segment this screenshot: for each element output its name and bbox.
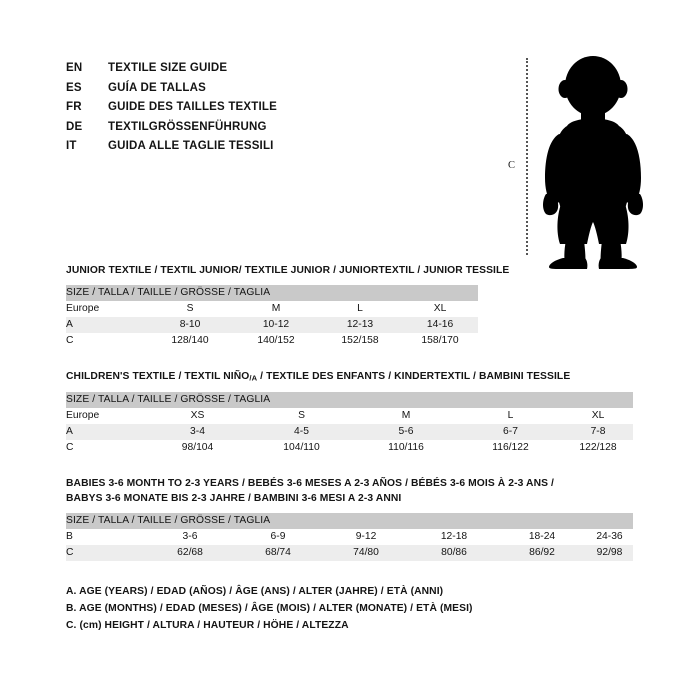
size-header-junior: SIZE / TALLA / TAILLE / GRÖSSE / TAGLIA: [66, 285, 479, 301]
section-title-babies-line2: BABYS 3-6 MONATE BIS 2-3 JAHRE / BAMBINI…: [66, 493, 402, 504]
table-header-row: SIZE / TALLA / TAILLE / GRÖSSE / TAGLIA: [66, 392, 634, 409]
language-code-en: EN: [66, 62, 83, 74]
table-junior: SIZE / TALLA / TAILLE / GRÖSSE / TAGLIA …: [66, 285, 479, 349]
cell-value: 68/74: [234, 545, 322, 561]
cell-value: 158/170: [402, 333, 479, 349]
cell-value: S: [146, 301, 234, 317]
section-junior: JUNIOR TEXTILE / TEXTIL JUNIOR/ TEXTILE …: [66, 263, 509, 349]
language-title-fr: GUIDE DES TAILLES TEXTILE: [108, 101, 277, 114]
language-row-de: DE TEXTILGRÖSSENFÜHRUNG: [66, 121, 277, 141]
cell-value: 6-7: [458, 424, 563, 441]
language-code-es: ES: [66, 81, 82, 94]
language-row-es: ES GUÍA DE TALLAS: [66, 82, 277, 102]
table-row: A 8-10 10-12 12-13 14-16: [66, 317, 479, 333]
language-code-de: DE: [66, 120, 83, 133]
toddler-silhouette-icon: [543, 56, 643, 269]
row-label: A: [66, 424, 146, 441]
table-header-row: SIZE / TALLA / TAILLE / GRÖSSE / TAGLIA: [66, 285, 479, 301]
language-title-de: TEXTILGRÖSSENFÜHRUNG: [108, 120, 267, 133]
cell-value: 14-16: [402, 317, 479, 333]
cell-value: S: [249, 408, 354, 425]
language-title-es: GUÍA DE TALLAS: [108, 81, 206, 94]
table-row: Europe XS S M L XL: [66, 408, 634, 425]
section-title-children: CHILDREN'S TEXTILE / TEXTIL NIÑO/A / TEX…: [66, 369, 633, 385]
cell-value: 12-13: [318, 317, 402, 333]
table-row: B 3-6 6-9 9-12 12-18 18-24 24-36: [66, 529, 633, 545]
language-code-it: IT: [66, 140, 77, 153]
cell-value: L: [458, 408, 563, 425]
row-label: B: [66, 529, 146, 545]
row-label: C: [66, 333, 146, 349]
cell-value: 5-6: [354, 424, 458, 441]
section-title-children-pre: CHILDREN'S TEXTILE / TEXTIL NIÑO: [66, 371, 250, 382]
cell-value: 74/80: [322, 545, 410, 561]
measure-label-c: C: [508, 160, 516, 171]
cell-value: 7-8: [563, 424, 634, 441]
table-row: C 128/140 140/152 152/158 158/170: [66, 333, 479, 349]
section-title-children-sub: /A: [249, 373, 258, 383]
cell-value: 10-12: [234, 317, 318, 333]
cell-value: 8-10: [146, 317, 234, 333]
cell-value: XS: [146, 408, 249, 425]
row-label: A: [66, 317, 146, 333]
cell-value: XL: [402, 301, 479, 317]
table-header-row: SIZE / TALLA / TAILLE / GRÖSSE / TAGLIA: [66, 513, 633, 529]
language-row-it: IT GUIDA ALLE TAGLIE TESSILI: [66, 140, 277, 160]
row-label: C: [66, 545, 146, 561]
language-title-en: TEXTILE SIZE GUIDE: [108, 62, 228, 74]
cell-value: 6-9: [234, 529, 322, 545]
language-title-list: EN TEXTILE SIZE GUIDE ES GUÍA DE TALLAS …: [66, 62, 277, 160]
language-row-fr: FR GUIDE DES TAILLES TEXTILE: [66, 101, 277, 121]
cell-value: 12-18: [410, 529, 498, 545]
language-title-it: GUIDA ALLE TAGLIE TESSILI: [108, 140, 274, 153]
row-label: Europe: [66, 408, 146, 425]
cell-value: L: [318, 301, 402, 317]
table-row: A 3-4 4-5 5-6 6-7 7-8: [66, 424, 634, 441]
cell-value: 104/110: [249, 440, 354, 457]
size-header-babies: SIZE / TALLA / TAILLE / GRÖSSE / TAGLIA: [66, 513, 633, 529]
cell-value: 98/104: [146, 440, 249, 457]
cell-value: 128/140: [146, 333, 234, 349]
table-babies: SIZE / TALLA / TAILLE / GRÖSSE / TAGLIA …: [66, 513, 633, 561]
cell-value: 140/152: [234, 333, 318, 349]
cell-value: 86/92: [498, 545, 586, 561]
dotted-height-line-icon: [526, 58, 528, 255]
cell-value: 62/68: [146, 545, 234, 561]
legend-row-a: A. AGE (YEARS) / EDAD (AÑOS) / ÂGE (ANS)…: [66, 586, 444, 597]
cell-value: 24-36: [586, 529, 633, 545]
cell-value: 80/86: [410, 545, 498, 561]
table-row: C 98/104 104/110 110/116 116/122 122/128: [66, 440, 634, 457]
cell-value: 4-5: [249, 424, 354, 441]
section-babies: BABIES 3-6 MONTH TO 2-3 YEARS / BEBÉS 3-…: [66, 476, 633, 561]
language-code-fr: FR: [66, 101, 82, 114]
cell-value: XL: [563, 408, 634, 425]
section-title-babies-line1: BABIES 3-6 MONTH TO 2-3 YEARS / BEBÉS 3-…: [66, 478, 554, 489]
legend-row-c: C. (cm) HEIGHT / ALTURA / HAUTEUR / HÖHE…: [66, 620, 349, 631]
section-title-children-post: / TEXTILE DES ENFANTS / KINDERTEXTIL / B…: [257, 371, 571, 382]
cell-value: 9-12: [322, 529, 410, 545]
legend-block: A. AGE (YEARS) / EDAD (AÑOS) / ÂGE (ANS)…: [66, 583, 473, 634]
cell-value: 3-6: [146, 529, 234, 545]
legend-row-b: B. AGE (MONTHS) / EDAD (MESES) / ÂGE (MO…: [66, 603, 473, 614]
cell-value: 110/116: [354, 440, 458, 457]
cell-value: 152/158: [318, 333, 402, 349]
cell-value: 18-24: [498, 529, 586, 545]
cell-value: 116/122: [458, 440, 563, 457]
cell-value: 3-4: [146, 424, 249, 441]
section-children: CHILDREN'S TEXTILE / TEXTIL NIÑO/A / TEX…: [66, 369, 634, 457]
cell-value: M: [234, 301, 318, 317]
size-header-children: SIZE / TALLA / TAILLE / GRÖSSE / TAGLIA: [66, 392, 634, 409]
table-children: SIZE / TALLA / TAILLE / GRÖSSE / TAGLIA …: [66, 392, 634, 457]
cell-value: 122/128: [563, 440, 634, 457]
row-label: Europe: [66, 301, 146, 317]
section-title-junior: JUNIOR TEXTILE / TEXTIL JUNIOR/ TEXTILE …: [66, 265, 510, 276]
cell-value: M: [354, 408, 458, 425]
height-figure: C: [495, 40, 660, 269]
table-row: C 62/68 68/74 74/80 80/86 86/92 92/98: [66, 545, 633, 561]
row-label: C: [66, 440, 146, 457]
language-row-en: EN TEXTILE SIZE GUIDE: [66, 62, 277, 82]
cell-value: 92/98: [586, 545, 633, 561]
table-row: Europe S M L XL: [66, 301, 479, 317]
